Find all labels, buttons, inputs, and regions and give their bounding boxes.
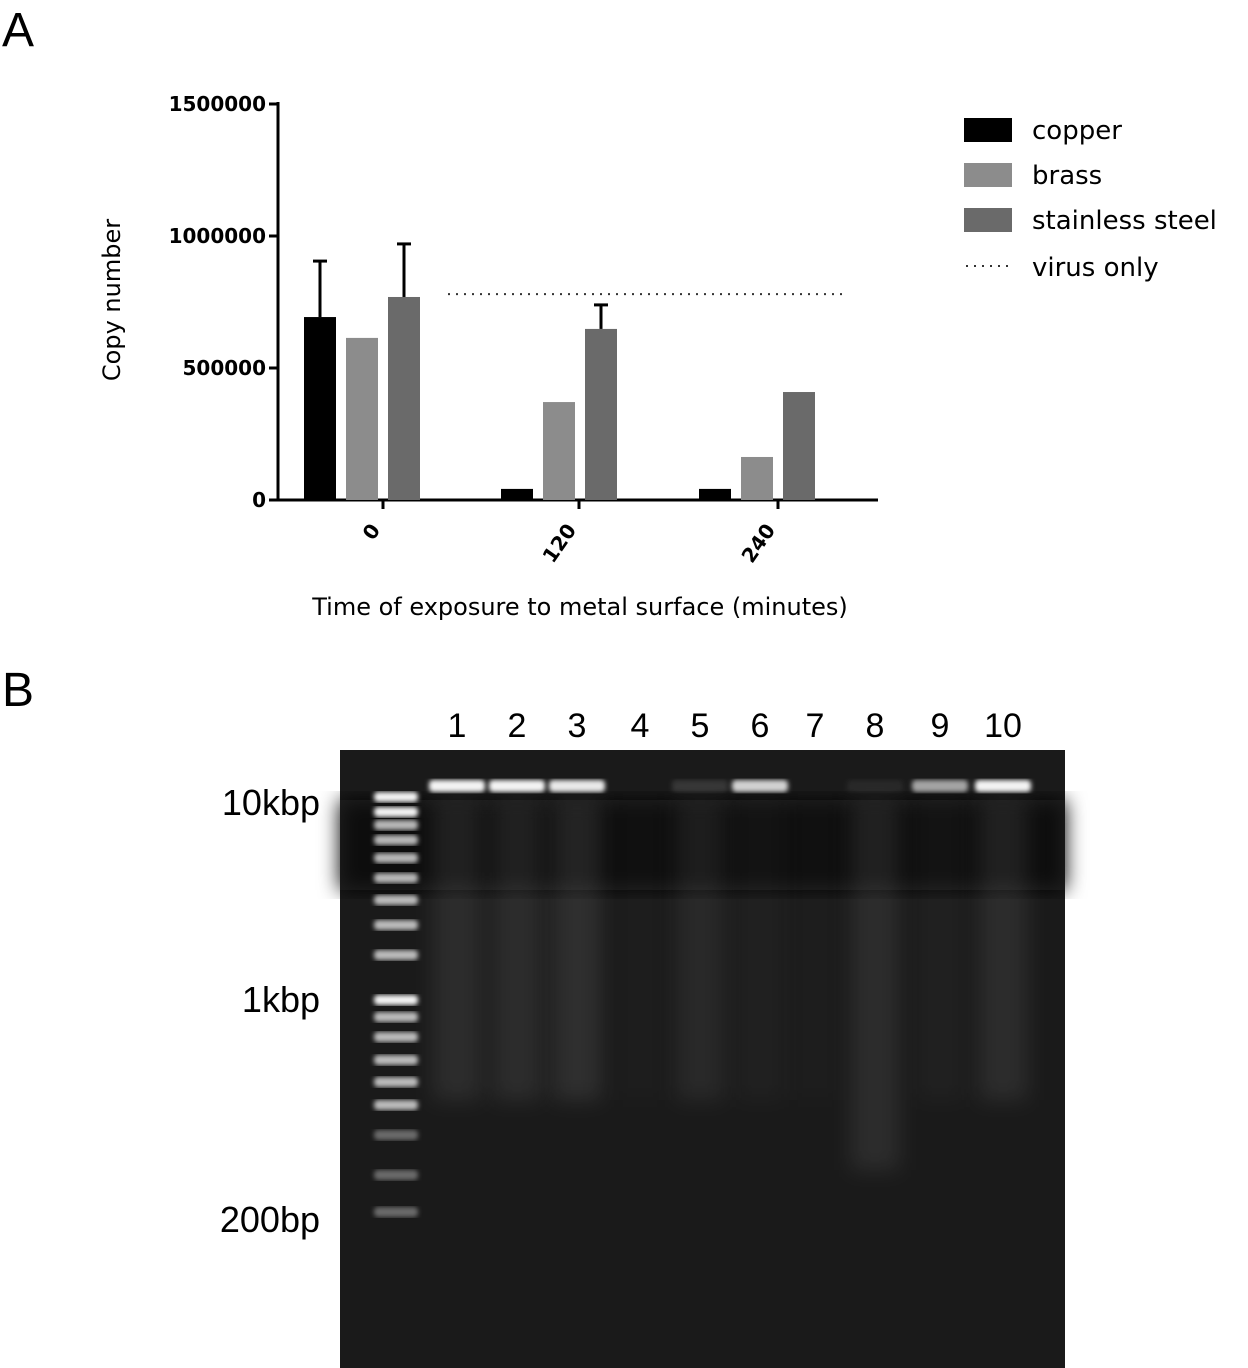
ladder-band bbox=[374, 1130, 418, 1140]
lane-band bbox=[549, 780, 605, 792]
bar bbox=[543, 402, 575, 500]
ladder-band bbox=[374, 820, 418, 830]
legend-swatch bbox=[964, 163, 1012, 187]
lane-smear bbox=[791, 800, 839, 1100]
ladder-band bbox=[374, 1100, 418, 1110]
lane-band bbox=[847, 780, 903, 792]
lane-label: 3 bbox=[568, 707, 587, 745]
ladder-band bbox=[374, 1055, 418, 1065]
lane-band bbox=[429, 780, 485, 792]
ladder-band bbox=[374, 1170, 418, 1180]
lane-label: 1 bbox=[448, 707, 467, 745]
lane-band bbox=[672, 780, 728, 792]
ladder-band bbox=[374, 1032, 418, 1042]
ladder-band bbox=[374, 792, 418, 802]
marker-label: 10kbp bbox=[222, 782, 320, 823]
x-tick-label: 120 bbox=[537, 519, 581, 567]
y-axis-label: Copy number bbox=[98, 219, 126, 381]
ladder-band bbox=[374, 1012, 418, 1022]
bar bbox=[783, 392, 815, 500]
bar bbox=[388, 296, 420, 500]
lane-label: 5 bbox=[691, 707, 710, 745]
ladder-band bbox=[374, 950, 418, 960]
bar bbox=[501, 488, 533, 500]
bar bbox=[585, 328, 617, 500]
legend-label: brass bbox=[1032, 161, 1102, 191]
lane-smear bbox=[916, 800, 964, 1100]
legend-label: stainless steel bbox=[1032, 206, 1217, 236]
ladder-band bbox=[374, 895, 418, 905]
ladder-band bbox=[374, 995, 418, 1005]
bar bbox=[741, 456, 773, 500]
ladder-band bbox=[374, 1207, 418, 1217]
legend-swatch bbox=[964, 208, 1012, 232]
lane-label: 10 bbox=[984, 707, 1022, 745]
bar bbox=[699, 488, 731, 500]
ladder-band bbox=[374, 1077, 418, 1087]
ladder-band bbox=[374, 873, 418, 883]
x-tick-label: 0 bbox=[357, 519, 385, 544]
panel-label-b: B bbox=[2, 664, 34, 717]
y-tick-label: 500000 bbox=[183, 356, 267, 380]
y-tick-label: 0 bbox=[252, 488, 266, 512]
legend-label: virus only bbox=[1032, 253, 1159, 283]
legend-label: copper bbox=[1032, 116, 1122, 146]
lane-label: 2 bbox=[508, 707, 527, 745]
legend-swatch bbox=[964, 118, 1012, 142]
gel-image: 1 2 3 4 5 6 7 8 9 10 10kbp 1kbp 200bp bbox=[220, 707, 1065, 1368]
bar bbox=[346, 337, 378, 500]
lane-band bbox=[732, 780, 788, 792]
lane-band bbox=[912, 780, 968, 792]
ladder-band bbox=[374, 835, 418, 845]
ladder-band bbox=[374, 920, 418, 930]
marker-label: 1kbp bbox=[242, 979, 320, 1020]
lane-label: 7 bbox=[806, 707, 825, 745]
lane-smear bbox=[616, 800, 664, 1100]
lane-label: 4 bbox=[631, 707, 650, 745]
lane-band bbox=[975, 780, 1031, 792]
lane-smear bbox=[433, 800, 481, 1100]
y-tick-label: 1000000 bbox=[169, 224, 266, 248]
panel-label-a: A bbox=[2, 4, 34, 57]
x-axis-label: Time of exposure to metal surface (minut… bbox=[311, 593, 848, 621]
y-tick-label: 1500000 bbox=[169, 92, 266, 116]
x-tick-label: 240 bbox=[736, 519, 780, 567]
bar bbox=[304, 317, 336, 500]
lane-label: 8 bbox=[866, 707, 885, 745]
lane-band bbox=[489, 780, 545, 792]
lane-smear bbox=[979, 800, 1027, 1100]
ladder-band bbox=[374, 853, 418, 863]
lane-smear bbox=[553, 800, 601, 1100]
lane-smear bbox=[736, 800, 784, 1100]
lane-smear bbox=[493, 800, 541, 1100]
lane-label: 9 bbox=[931, 707, 950, 745]
lane-smear bbox=[851, 800, 899, 1170]
ladder-band bbox=[374, 807, 418, 817]
bar-chart: 0 500000 1000000 1500000 Copy number Time of … bbox=[98, 92, 1217, 621]
lane-smear bbox=[676, 800, 724, 1100]
marker-label: 200bp bbox=[220, 1199, 320, 1240]
lane-label: 6 bbox=[751, 707, 770, 745]
